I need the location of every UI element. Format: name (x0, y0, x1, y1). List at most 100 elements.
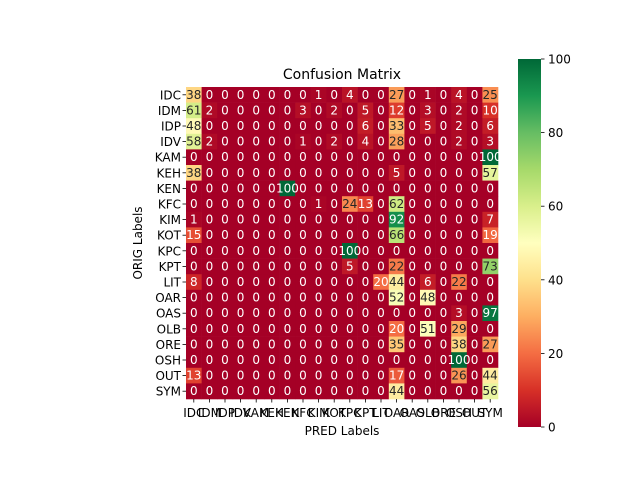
cell-annotation: 1 (315, 197, 323, 211)
heatmap-cell (404, 383, 421, 400)
heatmap-cell (466, 211, 483, 228)
heatmap-cell (466, 165, 483, 181)
cell-annotation: 0 (284, 103, 292, 117)
cell-annotation: 0 (206, 275, 214, 289)
cell-annotation: 0 (440, 181, 448, 195)
cell-annotation: 0 (362, 322, 370, 336)
cell-annotation: 0 (330, 259, 338, 273)
cell-annotation: 24 (342, 197, 357, 211)
cell-annotation: 0 (299, 197, 307, 211)
cell-annotation: 35 (389, 337, 404, 351)
cell-annotation: 0 (284, 322, 292, 336)
heatmap-cell (279, 321, 296, 337)
heatmap-cell (466, 243, 483, 259)
cell-annotation: 0 (486, 244, 494, 258)
heatmap-cell (295, 227, 312, 244)
cell-annotation: 0 (346, 353, 354, 367)
cell-annotation: 0 (471, 103, 479, 117)
cell-annotation: 0 (408, 306, 416, 320)
cell-annotation: 5 (346, 259, 354, 273)
heatmap-cell (342, 227, 358, 244)
cell-annotation: 0 (268, 150, 276, 164)
cell-annotation: 0 (206, 353, 214, 367)
cell-annotation: 0 (408, 337, 416, 351)
heatmap-cell (217, 87, 234, 103)
cell-annotation: 0 (315, 213, 323, 227)
cell-annotation: 0 (377, 244, 385, 258)
cell-annotation: 5 (424, 119, 432, 133)
cell-annotation: 66 (389, 228, 404, 242)
cell-annotation: 0 (408, 181, 416, 195)
cell-annotation: 0 (237, 88, 245, 102)
cell-annotation: 0 (237, 228, 245, 242)
heatmap-cell (310, 149, 327, 166)
heatmap-cell (248, 165, 265, 181)
cell-annotation: 6 (424, 275, 432, 289)
heatmap-cell (217, 243, 234, 259)
cell-annotation: 0 (221, 88, 229, 102)
cell-annotation: 2 (330, 135, 338, 149)
heatmap-cell (451, 243, 468, 259)
heatmap-cell (373, 336, 390, 353)
heatmap-cell (217, 352, 234, 369)
cell-annotation: 0 (377, 228, 385, 242)
heatmap-cell (435, 165, 452, 181)
cell-annotation: 0 (362, 228, 370, 242)
cell-annotation: 0 (471, 275, 479, 289)
x-tick-label: KPC (338, 406, 361, 420)
cell-annotation: 4 (455, 88, 463, 102)
cell-annotation: 0 (268, 197, 276, 211)
cell-annotation: 3 (455, 306, 463, 320)
cell-annotation: 0 (315, 135, 323, 149)
heatmap-cell (435, 321, 452, 337)
cell-annotation: 3 (486, 135, 494, 149)
heatmap-cell (264, 133, 280, 150)
heatmap-cell (373, 289, 390, 306)
heatmap-cell (435, 289, 452, 306)
heatmap-cell (482, 289, 499, 306)
cell-annotation: 0 (440, 306, 448, 320)
cell-annotation: 0 (408, 119, 416, 133)
heatmap-cell (295, 383, 312, 400)
cell-annotation: 56 (483, 384, 498, 398)
heatmap-cell (482, 196, 499, 213)
heatmap-cell (435, 149, 452, 166)
cell-annotation: 0 (206, 88, 214, 102)
cell-annotation: 0 (471, 337, 479, 351)
y-tick-label: KPC (158, 244, 181, 258)
cell-annotation: 100 (479, 150, 502, 164)
heatmap-cell (342, 118, 358, 135)
heatmap-cell (451, 321, 468, 337)
cell-annotation: 0 (268, 306, 276, 320)
cell-annotation: 0 (440, 369, 448, 383)
heatmap-cell (466, 352, 483, 369)
heatmap-cell (295, 367, 312, 384)
cell-annotation: 0 (486, 353, 494, 367)
cell-annotation: 0 (221, 197, 229, 211)
cell-annotation: 0 (315, 384, 323, 398)
heatmap-cell (451, 102, 468, 119)
cell-annotation: 0 (330, 228, 338, 242)
heatmap-cell (373, 243, 390, 259)
heatmap-cell (295, 352, 312, 369)
cell-annotation: 0 (471, 322, 479, 336)
cell-annotation: 0 (330, 213, 338, 227)
cell-annotation: 0 (424, 353, 432, 367)
heatmap-cell (404, 211, 421, 228)
cell-annotation: 0 (455, 259, 463, 273)
heatmap-cell (201, 196, 218, 213)
cell-annotation: 0 (237, 322, 245, 336)
cell-annotation: 0 (377, 322, 385, 336)
heatmap-cell (357, 321, 374, 337)
cell-annotation: 5 (362, 103, 370, 117)
heatmap-cell (232, 133, 249, 150)
cell-annotation: 20 (373, 275, 388, 289)
heatmap-cell (186, 165, 202, 181)
heatmap-cell (357, 227, 374, 244)
cell-annotation: 0 (346, 166, 354, 180)
heatmap-cell (326, 165, 343, 181)
cell-annotation: 0 (221, 291, 229, 305)
cell-annotation: 13 (358, 197, 373, 211)
cell-annotation: 20 (389, 322, 404, 336)
cell-annotation: 0 (252, 369, 260, 383)
